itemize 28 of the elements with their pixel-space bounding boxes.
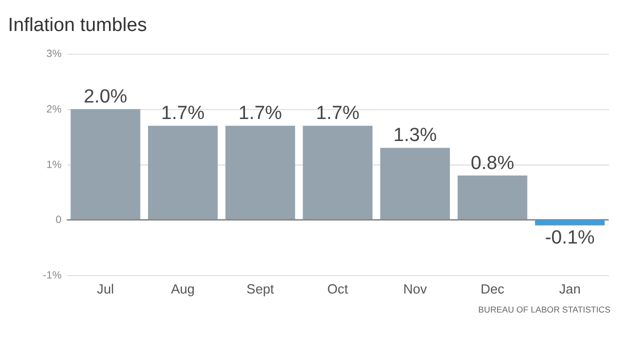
y-tick-label: 2% (46, 104, 62, 116)
bar (535, 220, 605, 226)
x-tick-label: Oct (327, 282, 348, 297)
data-label: 1.7% (316, 103, 360, 124)
y-tick-label: 0 (56, 215, 62, 226)
x-tick-label: Dec (480, 282, 505, 297)
x-tick-label: Jan (559, 282, 581, 297)
data-label: 1.7% (161, 103, 205, 124)
bar (225, 126, 296, 220)
text: BUREAU OF LABOR STATISTICS (478, 304, 611, 314)
y-tick-label: -1% (42, 270, 62, 282)
bar (302, 126, 372, 220)
data-label: 1.3% (393, 125, 437, 146)
bar (148, 126, 218, 220)
x-tick-label: Nov (403, 282, 428, 297)
data-label: 1.7% (238, 103, 282, 124)
data-label: 2.0% (84, 86, 128, 108)
bar (70, 109, 140, 220)
bar (458, 176, 528, 220)
y-tick-label: 1% (46, 160, 62, 171)
x-tick-label: Aug (170, 282, 195, 297)
x-tick-label: Jul (96, 282, 114, 297)
x-tick-label: Sept (246, 282, 274, 297)
data-label: 0.8% (470, 152, 514, 174)
chart-title: Inflation tumbles (8, 14, 147, 36)
bar (380, 148, 450, 220)
y-tick-label: 3% (46, 49, 62, 60)
data-label: -0.1% (544, 227, 595, 248)
